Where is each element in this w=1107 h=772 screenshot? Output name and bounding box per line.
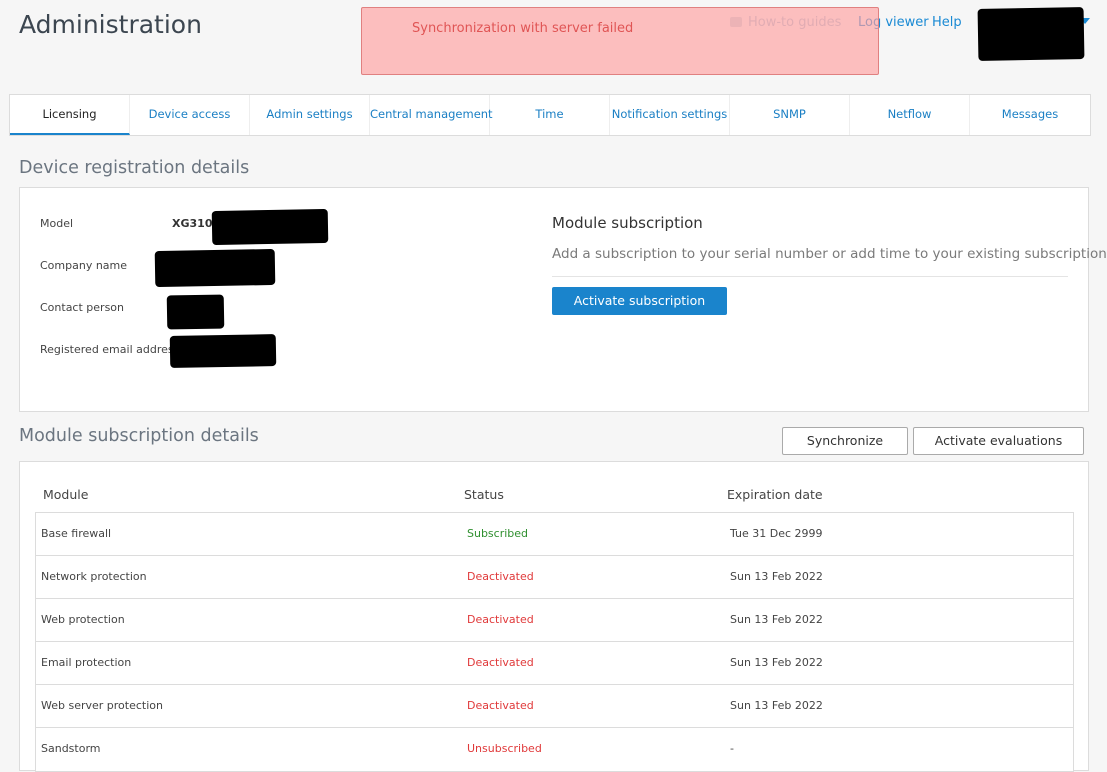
separator: [552, 276, 1068, 277]
subscription-desc: Add a subscription to your serial number…: [552, 246, 1107, 262]
module-status: Unsubscribed: [467, 742, 542, 755]
tab[interactable]: Time: [490, 95, 610, 135]
column-header: Status: [464, 487, 504, 502]
tab-bar: [9, 94, 1091, 136]
module-name: Sandstorm: [41, 742, 101, 755]
row-divider: [36, 727, 1073, 728]
field-value: XG310 (: [172, 217, 222, 230]
section-title: Device registration details: [19, 158, 250, 178]
tab[interactable]: Device access: [130, 95, 250, 135]
module-name: Email protection: [41, 656, 132, 669]
tab[interactable]: SNMP: [730, 95, 850, 135]
alert-text: Synchronization with server failed: [412, 21, 634, 36]
row-divider: [36, 684, 1073, 685]
redaction: [166, 294, 225, 330]
expiration-date: Tue 31 Dec 2999: [730, 527, 823, 540]
page-title: Administration: [19, 10, 202, 39]
button[interactable]: Synchronize: [782, 427, 908, 455]
module-name: Web protection: [41, 613, 125, 626]
module-status: Deactivated: [467, 613, 534, 626]
tab[interactable]: Admin settings: [250, 95, 370, 135]
column-header: Module: [43, 487, 89, 502]
row-divider: [36, 555, 1073, 556]
redaction: [169, 334, 277, 368]
row-divider: [36, 641, 1073, 642]
subscription-title: Module subscription: [552, 214, 703, 232]
alert-banner: [361, 7, 879, 75]
field-label: Company name: [40, 259, 128, 272]
redaction: [977, 7, 1085, 61]
user-menu-caret: [1080, 18, 1090, 24]
primary-button[interactable]: Activate subscription: [552, 287, 727, 315]
tab[interactable]: Netflow: [850, 95, 970, 135]
button[interactable]: Activate evaluations: [913, 427, 1084, 455]
column-header: Expiration date: [727, 487, 823, 502]
table: [35, 512, 1074, 772]
expiration-date: Sun 13 Feb 2022: [730, 699, 823, 712]
module-name: Network protection: [41, 570, 147, 583]
expiration-date: Sun 13 Feb 2022: [730, 613, 823, 626]
tab[interactable]: Notification settings: [610, 95, 730, 135]
field-label: Registered email address: [40, 343, 180, 356]
header-link[interactable]: Help: [932, 15, 962, 30]
expiration-date: Sun 13 Feb 2022: [730, 570, 823, 583]
module-status: Deactivated: [467, 656, 534, 669]
field-label: Contact person: [40, 301, 124, 314]
module-status: Deactivated: [467, 699, 534, 712]
tab[interactable]: Licensing: [10, 95, 130, 135]
module-name: Base firewall: [41, 527, 112, 540]
expiration-date: Sun 13 Feb 2022: [730, 656, 823, 669]
field-label: Model: [40, 217, 74, 230]
row-divider: [36, 598, 1073, 599]
redaction: [211, 208, 329, 246]
section-title: Module subscription details: [19, 426, 259, 446]
redaction: [154, 248, 276, 288]
module-name: Web server protection: [41, 699, 163, 712]
expiration-date: -: [730, 742, 734, 755]
module-status: Deactivated: [467, 570, 534, 583]
tab[interactable]: Messages: [1001, 107, 1059, 121]
tab[interactable]: Central management: [370, 95, 493, 135]
module-status: Subscribed: [467, 527, 529, 540]
